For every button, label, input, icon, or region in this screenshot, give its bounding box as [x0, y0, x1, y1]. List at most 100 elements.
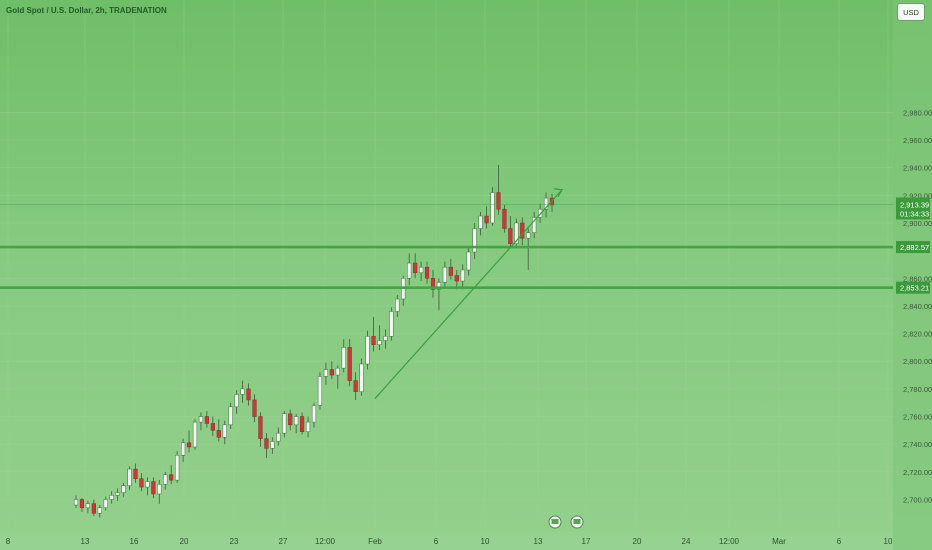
candle [353, 372, 358, 400]
candle-body [210, 423, 215, 431]
level-price-tag: 2,882.57 [896, 241, 930, 254]
event-flag-icon[interactable] [548, 515, 562, 529]
candle [97, 505, 102, 518]
candle [329, 361, 334, 380]
candle [210, 416, 215, 436]
candle [234, 390, 239, 414]
candle [151, 477, 156, 499]
candle [502, 204, 507, 233]
candle-body [543, 197, 549, 210]
candle-body [85, 503, 90, 509]
level-tag-label: 2,882.57 [900, 243, 929, 252]
candles-group [73, 164, 555, 518]
candle-body [305, 421, 311, 432]
currency-button[interactable]: USD [897, 3, 925, 21]
time-tick-label: 24 [682, 537, 691, 546]
grid-lines [0, 0, 893, 532]
candle-body [288, 413, 293, 426]
candle-body [311, 405, 317, 423]
candle [85, 500, 90, 514]
candle-body [317, 376, 323, 406]
time-tick-label: 13 [534, 537, 543, 546]
candle [276, 427, 281, 446]
candle [472, 222, 477, 259]
candle [532, 211, 537, 239]
time-tick-label: 20 [633, 537, 642, 546]
price-tick-label: 2,760.00 [903, 413, 932, 422]
candle [145, 477, 150, 496]
time-tick-label: 20 [180, 537, 189, 546]
candle-body [413, 262, 418, 273]
time-tick-label: 13 [81, 537, 90, 546]
candle-body [151, 481, 156, 495]
candle [442, 261, 447, 288]
time-tick-label: 23 [230, 537, 239, 546]
candle [240, 380, 245, 403]
candle-body [252, 399, 257, 417]
candle-body [186, 442, 192, 448]
candle-body [436, 282, 442, 290]
candle [395, 294, 400, 317]
time-tick-label: 16 [130, 537, 139, 546]
price-tick-label: 2,900.00 [903, 219, 932, 228]
candle [496, 164, 501, 215]
candle [300, 412, 305, 435]
time-tick-label: 6 [837, 537, 842, 546]
candle-body [276, 432, 281, 442]
time-axis-bg [0, 532, 893, 550]
candle-body [466, 251, 471, 271]
candle-body [97, 507, 102, 514]
candle-body [454, 275, 459, 282]
candle [228, 402, 233, 429]
candle-body [270, 441, 275, 449]
candle-body [198, 416, 204, 423]
candle-body [258, 416, 263, 439]
candle-body [192, 421, 198, 448]
candle-body [389, 311, 394, 337]
candle-body [222, 424, 227, 438]
candle [407, 253, 412, 286]
candle-body [145, 481, 150, 488]
time-axis[interactable]: 8 13 16 20 23 27 12:00 Feb 6 10 13 17 20 24 12:00 Mar 6 1… [0, 515, 893, 550]
candle-body [532, 217, 537, 233]
candle [204, 411, 209, 428]
candle-body [383, 336, 388, 341]
candle-body [79, 499, 85, 509]
candle [526, 228, 531, 270]
candle-body [175, 455, 180, 481]
candle [294, 413, 299, 434]
candle [198, 412, 204, 431]
candle-body [478, 215, 483, 229]
event-flag-icon[interactable] [570, 515, 584, 529]
price-tick-label: 2,720.00 [903, 468, 932, 477]
symbol-title[interactable]: Gold Spot / U.S. Dollar, 2h, TRADENATION [6, 6, 167, 15]
candle [335, 365, 340, 389]
candle-body [341, 347, 346, 369]
price-tick-label: 2,940.00 [903, 164, 932, 173]
candle-body [484, 215, 489, 224]
candle [133, 463, 138, 483]
candle-body [448, 266, 453, 276]
time-tick-label: 12:00 [315, 537, 336, 546]
candle-body [204, 416, 209, 424]
price-axis[interactable]: 2,700.00 2,720.00 2,740.00 2,760.00 2,780.00… [893, 0, 932, 550]
candle-body [538, 208, 543, 218]
time-tick-label: Feb [368, 537, 382, 546]
candle-body [216, 430, 221, 438]
candle [222, 420, 227, 445]
candle [365, 330, 370, 370]
candle-body [163, 474, 168, 485]
candle-body [490, 192, 495, 224]
level-price-tag: 2,853.21 [896, 281, 930, 294]
candle [323, 362, 328, 385]
candle [181, 438, 186, 463]
candle-body [460, 269, 465, 282]
level-tag-bg [896, 241, 930, 254]
candle [413, 253, 418, 279]
trend-line[interactable] [374, 189, 563, 399]
candle-body [246, 388, 251, 401]
candle [371, 316, 376, 352]
current-price-label: 2,913.39 [900, 200, 929, 209]
